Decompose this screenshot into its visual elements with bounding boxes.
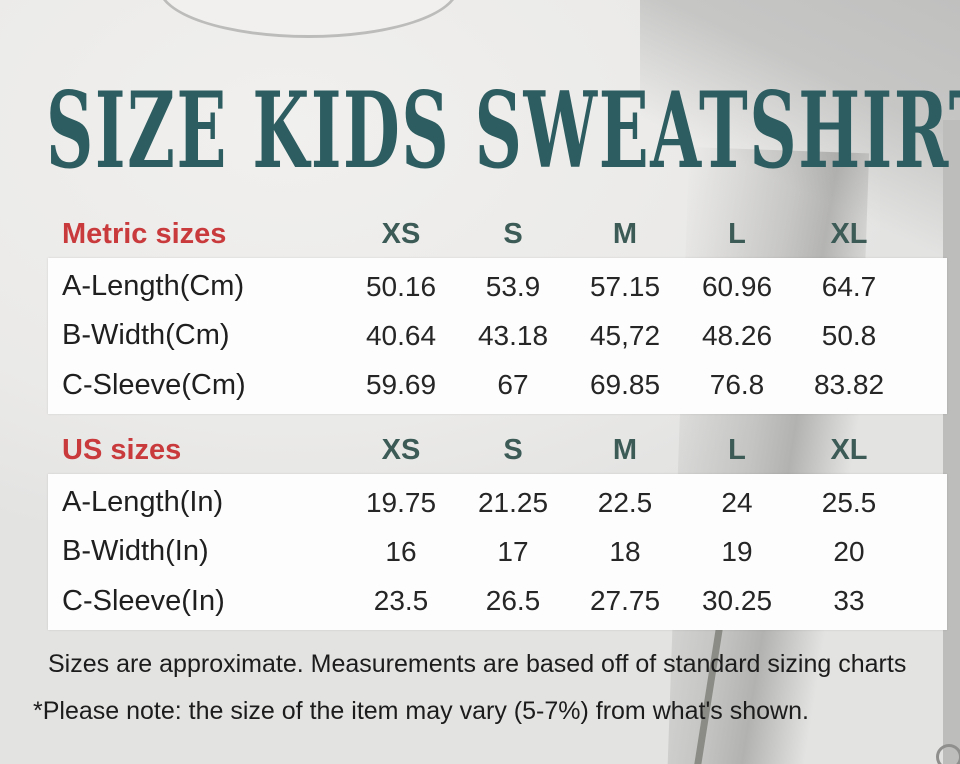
size-value-cell: 50.8 xyxy=(821,319,877,351)
us-size-header-m: M xyxy=(612,433,638,466)
table-row: C-Sleeve(In) 23.5 26.5 27.75 30.25 33 xyxy=(48,585,947,618)
size-value-cell: 19.75 xyxy=(365,486,437,518)
row-label: A-Length(In) xyxy=(62,486,224,519)
row-label: B-Width(In) xyxy=(62,535,209,568)
size-value-cell: 59.69 xyxy=(365,369,437,401)
us-sizes-label: US sizes xyxy=(62,433,182,466)
size-value-cell: 67 xyxy=(497,369,529,401)
background-corner-shadow xyxy=(640,0,960,280)
size-value-cell: 50.16 xyxy=(365,270,437,302)
row-label: A-Length(Cm) xyxy=(62,270,245,303)
metric-size-header-m: M xyxy=(612,217,638,250)
metric-sizes-label: Metric sizes xyxy=(62,217,227,250)
size-value-cell: 53.9 xyxy=(485,270,541,302)
row-label: B-Width(Cm) xyxy=(62,319,230,352)
row-label: C-Sleeve(Cm) xyxy=(62,368,246,401)
size-value-cell: 25.5 xyxy=(821,486,877,518)
size-value-cell: 22.5 xyxy=(597,486,653,518)
metric-header-row: Metric sizes XS S M L XL xyxy=(48,212,947,256)
table-row: A-Length(Cm) 50.16 53.9 57.15 60.96 64.7 xyxy=(48,270,947,303)
metric-size-header-l: L xyxy=(728,217,746,250)
metric-size-header-xs: XS xyxy=(381,217,421,250)
page-title: SIZE KIDS SWEATSHIRT xyxy=(46,68,960,192)
size-value-cell: 18 xyxy=(609,535,641,567)
size-value-cell: 27.75 xyxy=(589,585,661,617)
us-table: A-Length(In) 19.75 21.25 22.5 24 25.5 B-… xyxy=(48,474,947,630)
size-value-cell: 45,72 xyxy=(589,319,661,351)
us-size-header-l: L xyxy=(728,433,746,466)
us-header-row: US sizes XS S M L XL xyxy=(48,428,947,472)
size-value-cell: 33 xyxy=(833,585,865,617)
size-value-cell: 48.26 xyxy=(701,319,773,351)
size-value-cell: 19 xyxy=(721,535,753,567)
size-value-cell: 21.25 xyxy=(477,486,549,518)
table-row: B-Width(Cm) 40.64 43.18 45,72 48.26 50.8 xyxy=(48,319,947,352)
background-right-strip xyxy=(943,120,960,764)
size-value-cell: 69.85 xyxy=(589,369,661,401)
size-value-cell: 83.82 xyxy=(813,369,885,401)
size-value-cell: 30.25 xyxy=(701,585,773,617)
size-value-cell: 24 xyxy=(721,486,753,518)
size-value-cell: 64.7 xyxy=(821,270,877,302)
size-value-cell: 26.5 xyxy=(485,585,541,617)
size-value-cell: 17 xyxy=(497,535,529,567)
us-size-header-s: S xyxy=(503,433,523,466)
size-value-cell: 20 xyxy=(833,535,865,567)
footer-note-line2: *Please note: the size of the item may v… xyxy=(33,696,809,725)
size-value-cell: 57.15 xyxy=(589,270,661,302)
row-label: C-Sleeve(In) xyxy=(62,584,225,617)
footer-notes: Sizes are approximate. Measurements are … xyxy=(33,648,953,727)
size-value-cell: 43.18 xyxy=(477,319,549,351)
metric-table: A-Length(Cm) 50.16 53.9 57.15 60.96 64.7… xyxy=(48,258,947,414)
us-size-header-xs: XS xyxy=(381,433,421,466)
table-row: C-Sleeve(Cm) 59.69 67 69.85 76.8 83.82 xyxy=(48,369,947,402)
footer-note-line1: Sizes are approximate. Measurements are … xyxy=(48,650,907,678)
metric-size-header-s: S xyxy=(503,217,523,250)
us-size-header-xl: XL xyxy=(830,433,868,466)
metric-size-header-xl: XL xyxy=(830,217,868,250)
size-value-cell: 40.64 xyxy=(365,319,437,351)
table-row: B-Width(In) 16 17 18 19 20 xyxy=(48,535,947,568)
size-value-cell: 23.5 xyxy=(373,585,429,617)
size-value-cell: 76.8 xyxy=(709,369,765,401)
size-value-cell: 60.96 xyxy=(701,270,773,302)
table-row: A-Length(In) 19.75 21.25 22.5 24 25.5 xyxy=(48,486,947,519)
watermark-circle xyxy=(936,744,960,764)
size-value-cell: 16 xyxy=(385,535,417,567)
